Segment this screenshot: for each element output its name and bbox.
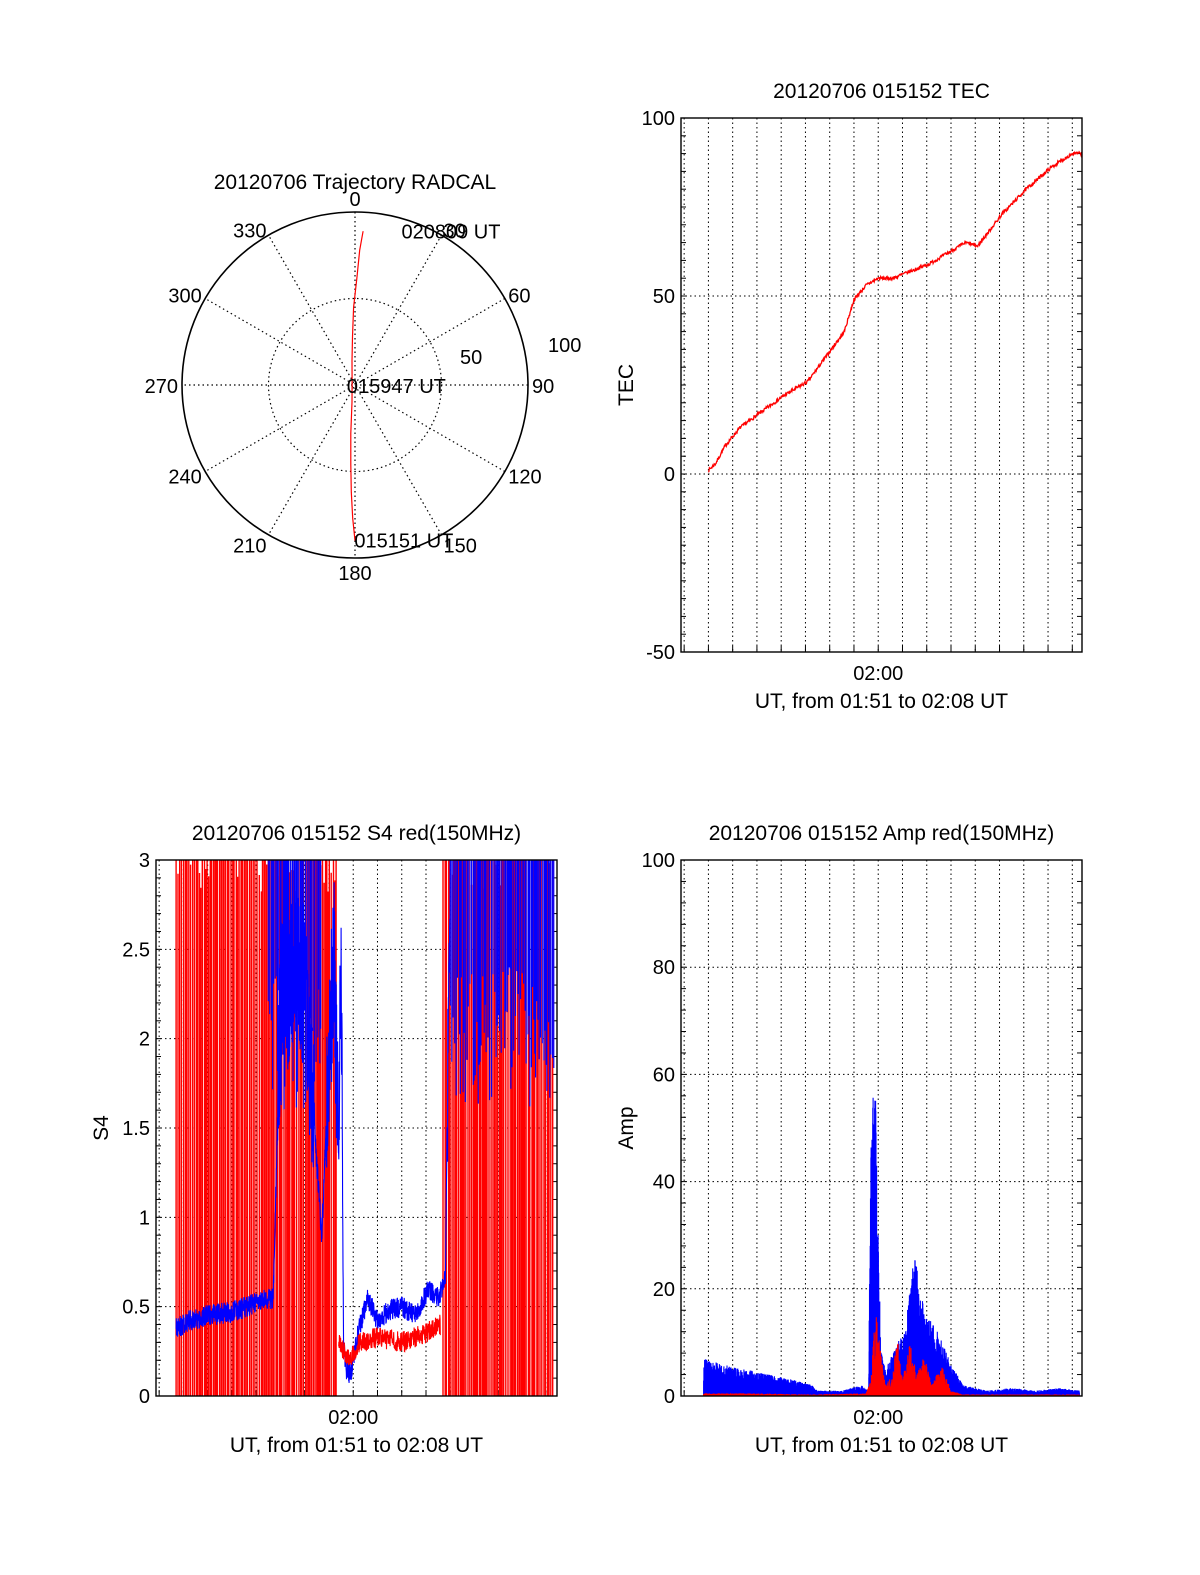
plot-frame — [155, 859, 558, 1397]
s4-red-burst — [175, 860, 337, 1396]
plot-frame — [680, 859, 1083, 1397]
y-tick-label: 50 — [653, 286, 675, 308]
y-tick-label: 80 — [653, 957, 675, 979]
chart-panel-3: 0 20 40 60 80 100 02:00 20120706 015152 Amp red… — [615, 822, 1083, 1457]
y-tick-label: 2.5 — [122, 939, 150, 961]
y-axis-label: Amp — [615, 1106, 638, 1149]
azimuth-label: 0 — [349, 189, 360, 211]
s4-blue-burst — [267, 860, 322, 1110]
chart-title: 20120706 015152 Amp red(150MHz) — [709, 822, 1055, 845]
azimuth-label: 150 — [444, 535, 477, 557]
s4-blue-series — [175, 860, 451, 1383]
y-tick-label: 60 — [653, 1064, 675, 1086]
y-tick-label: 100 — [642, 850, 675, 872]
trajectory-line — [350, 231, 364, 541]
x-tick-label: 02:00 — [853, 1407, 903, 1429]
outer-ring — [181, 211, 529, 559]
y-tick-label: 0 — [664, 464, 675, 486]
chart-title: 20120706 015152 S4 red(150MHz) — [192, 822, 521, 845]
y-tick-label: 100 — [642, 108, 675, 130]
y-tick-label: 2 — [139, 1029, 150, 1051]
data-layer — [707, 150, 1082, 473]
azimuth-label: 330 — [233, 221, 266, 243]
data-layer — [175, 860, 555, 1396]
ring-label: 100 — [548, 335, 581, 357]
time-annotation: 015151 UT — [354, 531, 453, 553]
time-annotation: 020809 UT — [402, 222, 501, 244]
x-tick-label: 02:00 — [328, 1407, 378, 1429]
grid-spoke — [267, 234, 443, 536]
x-axis-label: UT, from 01:51 to 02:08 UT — [755, 1434, 1008, 1457]
s4-blue-burst — [449, 860, 555, 1107]
data-layer — [703, 1097, 1081, 1396]
azimuth-label: 240 — [168, 467, 201, 489]
grid-ring — [267, 297, 443, 473]
y-tick-label: 20 — [653, 1279, 675, 1301]
chart-panel-1: -50 0 50 100 02:00 20120706 015152 TEC UT, fro… — [615, 80, 1083, 713]
azimuth-label: 60 — [508, 286, 530, 308]
y-tick-label: 3 — [139, 850, 150, 872]
azimuth-label: 30 — [444, 221, 466, 243]
y-tick-label: 1.5 — [122, 1118, 150, 1140]
grid-spoke — [204, 297, 506, 473]
tec-series-line — [707, 150, 1082, 473]
chart-title: 20120706 015152 TEC — [773, 80, 990, 103]
s4-red-series — [338, 1314, 441, 1366]
amp-blue-series — [703, 1097, 1081, 1396]
azimuth-label: 180 — [338, 563, 371, 585]
y-axis-label: TEC — [615, 364, 638, 406]
x-axis-label: UT, from 01:51 to 02:08 UT — [230, 1434, 483, 1457]
chart-panel-2: 0 0.5 1 1.5 2 2.5 3 02:00 20120706 015152 S4 red… — [90, 822, 558, 1457]
azimuth-label: 270 — [145, 376, 178, 398]
plot-frame — [680, 117, 1083, 653]
azimuth-label: 210 — [233, 535, 266, 557]
x-axis-label: UT, from 01:51 to 02:08 UT — [755, 690, 1008, 713]
y-tick-label: 0 — [664, 1386, 675, 1408]
y-tick-label: 0 — [139, 1386, 150, 1408]
y-tick-label: -50 — [646, 642, 675, 664]
azimuth-label: 120 — [508, 467, 541, 489]
grid-spoke — [267, 234, 443, 536]
chart-title: 20120706 Trajectory RADCAL — [214, 171, 497, 194]
y-tick-label: 40 — [653, 1172, 675, 1194]
s4-red-burst — [442, 860, 554, 1396]
grid-spoke — [204, 297, 506, 473]
time-annotation: 015947 UT — [347, 376, 446, 398]
x-tick-label: 02:00 — [853, 663, 903, 685]
azimuth-label: 300 — [168, 286, 201, 308]
azimuth-label: 90 — [532, 376, 554, 398]
y-tick-label: 0.5 — [122, 1297, 150, 1319]
y-tick-label: 1 — [139, 1207, 150, 1229]
ring-label: 50 — [460, 347, 482, 369]
y-axis-label: S4 — [90, 1115, 113, 1141]
